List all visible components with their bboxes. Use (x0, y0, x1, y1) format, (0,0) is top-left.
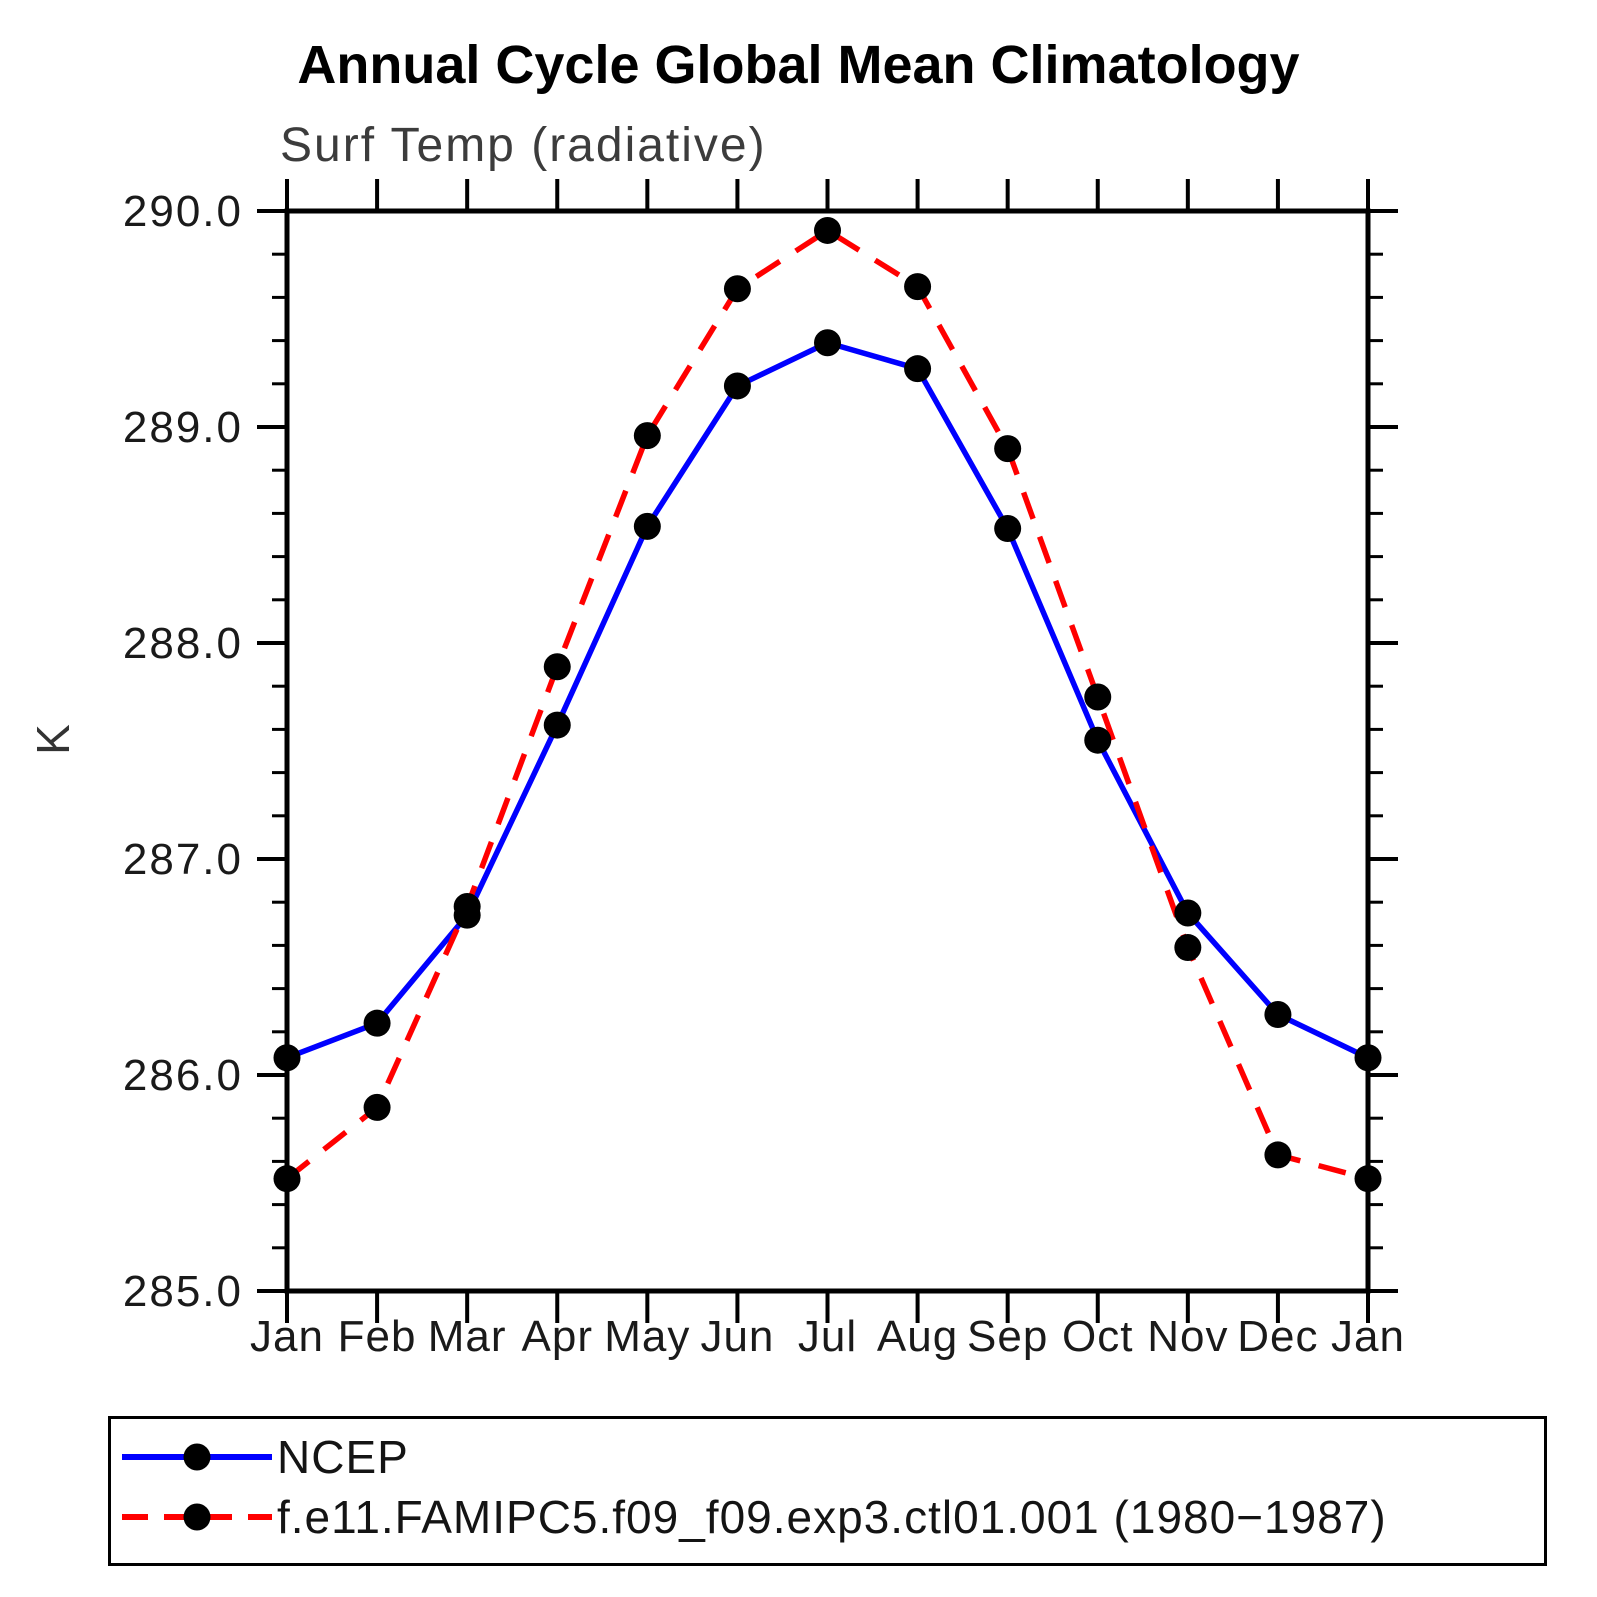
y-tick-label: 288.0 (123, 619, 243, 668)
x-tick-label: Dec (1237, 1312, 1318, 1361)
series-marker-1 (904, 273, 932, 301)
legend-marker-dot (183, 1503, 211, 1531)
series-marker-0 (633, 512, 661, 540)
series-marker-1 (1084, 683, 1112, 711)
series-marker-1 (1174, 934, 1202, 962)
series-marker-0 (1174, 899, 1202, 927)
legend-sample-model (122, 1503, 272, 1531)
chart-subtitle: Surf Temp (radiative) (280, 119, 767, 172)
x-tick-label: Jun (700, 1312, 774, 1361)
legend-item-ncep: NCEP (117, 1427, 1544, 1487)
series-marker-0 (904, 355, 932, 383)
series-marker-1 (543, 653, 571, 681)
legend-label-ncep: NCEP (277, 1431, 409, 1483)
x-tick-label: Nov (1147, 1312, 1228, 1361)
x-tick-label: Oct (1062, 1312, 1133, 1361)
series-marker-0 (994, 515, 1022, 543)
x-tick-label: Apr (522, 1312, 593, 1361)
x-tick-label: Aug (877, 1312, 958, 1361)
series-marker-0 (1354, 1044, 1382, 1072)
x-tick-label: May (604, 1312, 690, 1361)
y-tick-label: 290.0 (123, 187, 243, 236)
chart-title: Annual Cycle Global Mean Climatology (297, 35, 1300, 95)
series-marker-1 (363, 1093, 391, 1121)
x-tick-label: Feb (338, 1312, 417, 1361)
x-tick-label: Jan (250, 1312, 324, 1361)
y-tick-label: 285.0 (123, 1267, 243, 1316)
x-tick-label: Jul (798, 1312, 857, 1361)
x-tick-label: Mar (428, 1312, 507, 1361)
series-marker-1 (994, 435, 1022, 463)
legend-item-model: f.e11.FAMIPC5.f09_f09.exp3.ctl01.001 (19… (117, 1487, 1544, 1547)
axis-box (284, 208, 1371, 1294)
series-marker-1 (814, 216, 841, 244)
series-marker-0 (543, 711, 571, 739)
x-tick-label: Sep (967, 1312, 1048, 1361)
legend-sample-ncep (122, 1443, 272, 1471)
series-marker-0 (1084, 726, 1112, 754)
x-tick-label: Jan (1331, 1312, 1405, 1361)
legend: NCEP f.e11.FAMIPC5.f09_f09.exp3.ctl01.00… (108, 1416, 1547, 1566)
series-marker-0 (1264, 1001, 1292, 1029)
series-marker-1 (453, 893, 481, 921)
series-marker-0 (363, 1009, 391, 1037)
series-marker-1 (723, 275, 751, 303)
series-marker-1 (273, 1165, 301, 1193)
series-marker-0 (814, 329, 841, 357)
legend-marker-dot (183, 1443, 211, 1471)
y-tick-label: 289.0 (123, 403, 243, 452)
series-marker-1 (633, 422, 661, 450)
y-tick-label: 287.0 (123, 835, 243, 884)
legend-label-model: f.e11.FAMIPC5.f09_f09.exp3.ctl01.001 (19… (277, 1491, 1387, 1543)
series-marker-0 (273, 1044, 301, 1072)
y-tick-label: 286.0 (123, 1051, 243, 1100)
series-marker-1 (1264, 1141, 1292, 1169)
series-line-1 (285, 227, 1369, 1182)
series-marker-1 (1354, 1165, 1382, 1193)
series-marker-0 (723, 372, 751, 400)
